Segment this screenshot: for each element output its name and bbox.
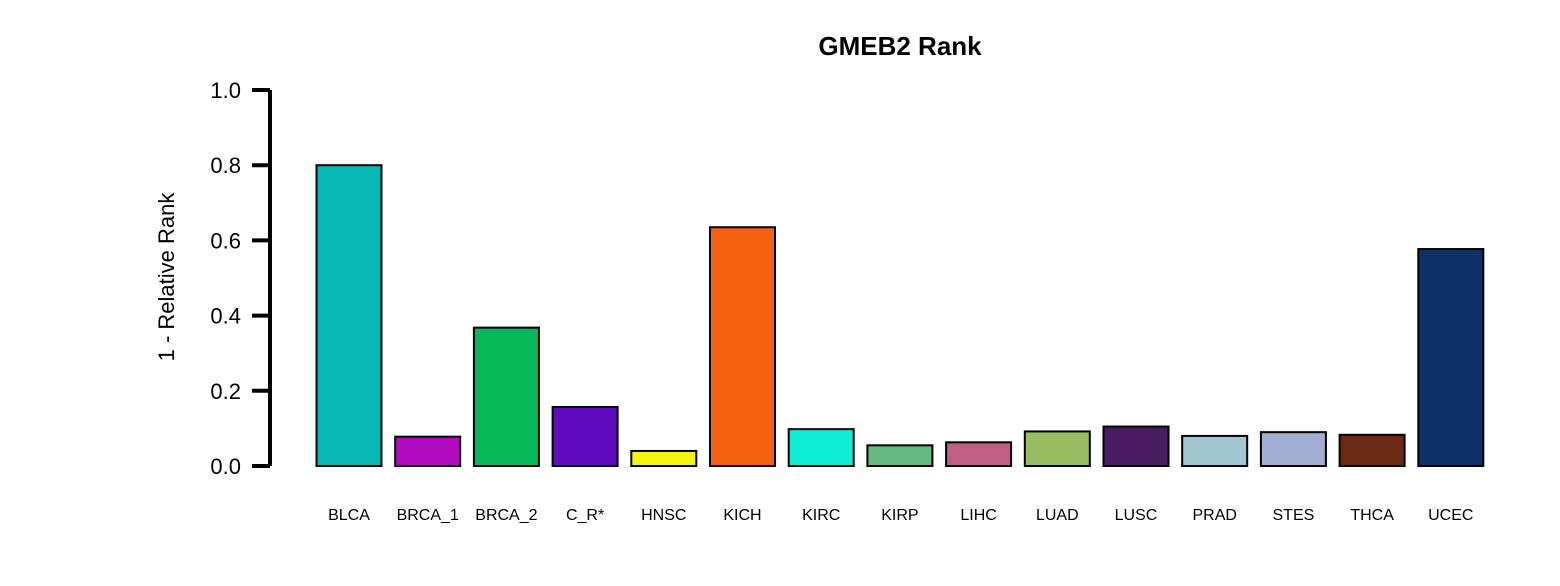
x-tick-label: KICH: [723, 507, 761, 524]
x-tick-label: THCA: [1350, 507, 1394, 524]
x-axis-labels: BLCA BRCA_1 BRCA_2 C_R* HNSC KICH KIRC KIRP LIHC…: [328, 507, 1473, 524]
bar-c-r: [551, 405, 619, 467]
bar-kich: [709, 226, 776, 467]
bar-kirp: [866, 444, 934, 468]
y-axis: 0.0 0.2 0.4 0.6 0.8 1.0: [210, 78, 272, 479]
y-tick-label: 0.4: [210, 304, 241, 329]
x-tick-label: LUSC: [1115, 507, 1158, 524]
y-tick-label: 0.0: [210, 454, 241, 479]
x-tick-label: BRCA_1: [397, 507, 459, 524]
bar-hnsc: [630, 449, 698, 467]
y-tick-label: 1.0: [210, 78, 241, 103]
x-tick-label: BRCA_2: [475, 507, 537, 524]
bar-luad: [1023, 430, 1091, 467]
bar-kirc: [787, 428, 855, 468]
x-tick-label: PRAD: [1192, 507, 1236, 524]
y-axis-label: 1 - Relative Rank: [154, 192, 179, 362]
x-tick-label: LUAD: [1036, 507, 1079, 524]
x-tick-label: HNSC: [641, 507, 686, 524]
chart-title: GMEB2 Rank: [818, 31, 982, 61]
bars: [315, 164, 1485, 468]
y-tick-label: 0.8: [210, 153, 241, 178]
x-tick-label: STES: [1273, 507, 1315, 524]
x-tick-label: KIRC: [802, 507, 840, 524]
bar-brca-1: [394, 435, 462, 467]
y-tick-label: 0.2: [210, 379, 241, 404]
bar-lusc: [1102, 425, 1170, 467]
bar-brca-2: [472, 326, 540, 467]
bar-prad: [1181, 434, 1249, 468]
bar-thca: [1338, 433, 1406, 467]
bar-ucec: [1417, 248, 1485, 467]
x-tick-label: UCEC: [1428, 507, 1473, 524]
y-tick-label: 0.6: [210, 228, 241, 253]
bar-lihc: [945, 441, 1013, 468]
x-tick-label: BLCA: [328, 507, 370, 524]
x-tick-label: C_R*: [566, 507, 604, 524]
bar-stes: [1259, 431, 1327, 468]
bar-blca: [315, 164, 383, 467]
x-tick-label: KIRP: [881, 507, 918, 524]
x-tick-label: LIHC: [960, 507, 996, 524]
